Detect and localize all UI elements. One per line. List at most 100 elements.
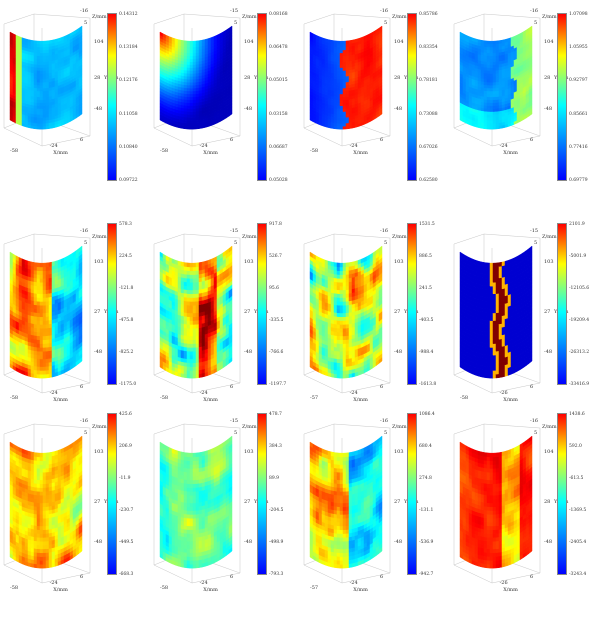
surface-cell (33, 357, 38, 363)
surface-cell (27, 39, 32, 44)
colorbar-tick-label: 0.85786 (419, 12, 438, 17)
colorbar-tick-label: 0.12176 (119, 78, 138, 84)
surface-cell (333, 40, 338, 45)
surface-cell (36, 285, 41, 291)
surface-cell (336, 64, 341, 68)
surface-cell (42, 40, 47, 45)
surface-cell (195, 296, 200, 302)
surface-cell (486, 40, 491, 45)
colorbar-tick-label: 0.06687 (269, 144, 288, 150)
surface-cell (189, 90, 194, 95)
surface-cell (39, 64, 44, 68)
surface-cell (333, 334, 338, 340)
surface-cell (342, 87, 347, 92)
surface-cell (42, 335, 47, 341)
surface-cell (486, 119, 491, 124)
surface-cell (192, 370, 197, 375)
surface-cell (192, 90, 197, 95)
surface-cell (36, 289, 41, 295)
surface-cell (39, 123, 44, 127)
surface-cell (486, 49, 491, 54)
surface-cell (333, 323, 338, 329)
surface-cell (192, 366, 197, 371)
surface-cell (333, 319, 338, 325)
surface-cell (45, 304, 50, 310)
surface-cell (186, 373, 191, 379)
colorbar-tick-label: 0.03158 (269, 111, 288, 117)
surface-cell (228, 245, 233, 253)
surface-cell (339, 297, 344, 302)
surface-panel-r1c3: -16Z/mm510428Y/mm-486-24-58X/mm0.857860.… (300, 0, 450, 205)
surface-cell (333, 346, 338, 352)
surface-cell (345, 285, 350, 291)
surface-cell (342, 350, 347, 356)
surface-cell (492, 90, 497, 95)
surface-cell (42, 105, 47, 109)
surface-cell (186, 335, 191, 341)
surface-panel-r2c3: -16Z/mm510327Y/mm-486-24-57X/mm1531.5886… (300, 210, 450, 405)
surface-cell (33, 319, 38, 325)
surface-cell (342, 49, 347, 54)
surface-cell (339, 43, 344, 48)
surface-cell (342, 43, 347, 48)
surface-cell (42, 52, 47, 57)
surface-cell (492, 61, 497, 65)
surface-cell (339, 87, 344, 92)
surface-cell (186, 87, 191, 92)
surface-cell (186, 350, 191, 356)
surface-cell (39, 331, 44, 337)
surface-cell (492, 73, 497, 77)
surface-cell (45, 327, 50, 333)
surface-cell (339, 343, 344, 348)
surface-cell (336, 102, 341, 106)
surface-cell (192, 301, 197, 306)
surface-cell (42, 293, 47, 298)
surface-panel-r1c4: -16Z/mm510428Y/mm-486-24X/mm1.070981.059… (450, 0, 600, 205)
surface-cell (39, 354, 44, 360)
surface-cell (192, 304, 197, 310)
surface-cell (342, 358, 347, 364)
surface-cell (33, 323, 38, 329)
surface-cell (45, 319, 50, 325)
surface-cell (189, 324, 194, 329)
surface-cell (336, 46, 341, 51)
surface-cell (192, 281, 197, 287)
surface-cell (36, 293, 41, 298)
surface-cell (339, 358, 344, 364)
surface-cell (42, 354, 47, 360)
surface-cell (486, 111, 491, 115)
surface-cell (489, 125, 494, 130)
surface-cell (33, 373, 38, 379)
surface-cell (345, 331, 350, 337)
surface-cell (192, 350, 197, 356)
surface-cell (342, 99, 347, 104)
surface-cell (189, 262, 194, 268)
surface-cell (198, 261, 203, 267)
surface-cell (339, 120, 344, 124)
surface-cell (342, 297, 347, 302)
surface-cell (186, 111, 191, 115)
surface-cell (39, 58, 44, 62)
surface-cell (492, 52, 497, 57)
surface-cell (186, 281, 191, 287)
surface-cell (336, 122, 341, 127)
z-axis-label: Z/mm (92, 14, 107, 20)
surface-cell (42, 366, 47, 371)
surface-cell (42, 358, 47, 364)
colorbar-tick-label: 0.14312 (119, 12, 138, 17)
surface-cell (42, 312, 47, 318)
surface-plot (153, 233, 241, 394)
colorbar-tick-label: -121.8 (119, 286, 134, 291)
surface-cell (486, 108, 491, 112)
surface-cell (336, 366, 341, 371)
surface-cell (195, 335, 200, 340)
surface-cell (336, 125, 341, 130)
surface-cell (195, 339, 200, 344)
x-tick-right: 6 (230, 137, 234, 143)
surface-cell (42, 73, 47, 77)
surface-cell (42, 84, 47, 89)
surface-cell (42, 350, 47, 356)
x-axis-label: X/mm (53, 150, 68, 156)
surface-cell (42, 93, 47, 98)
surface-cell (345, 369, 350, 375)
